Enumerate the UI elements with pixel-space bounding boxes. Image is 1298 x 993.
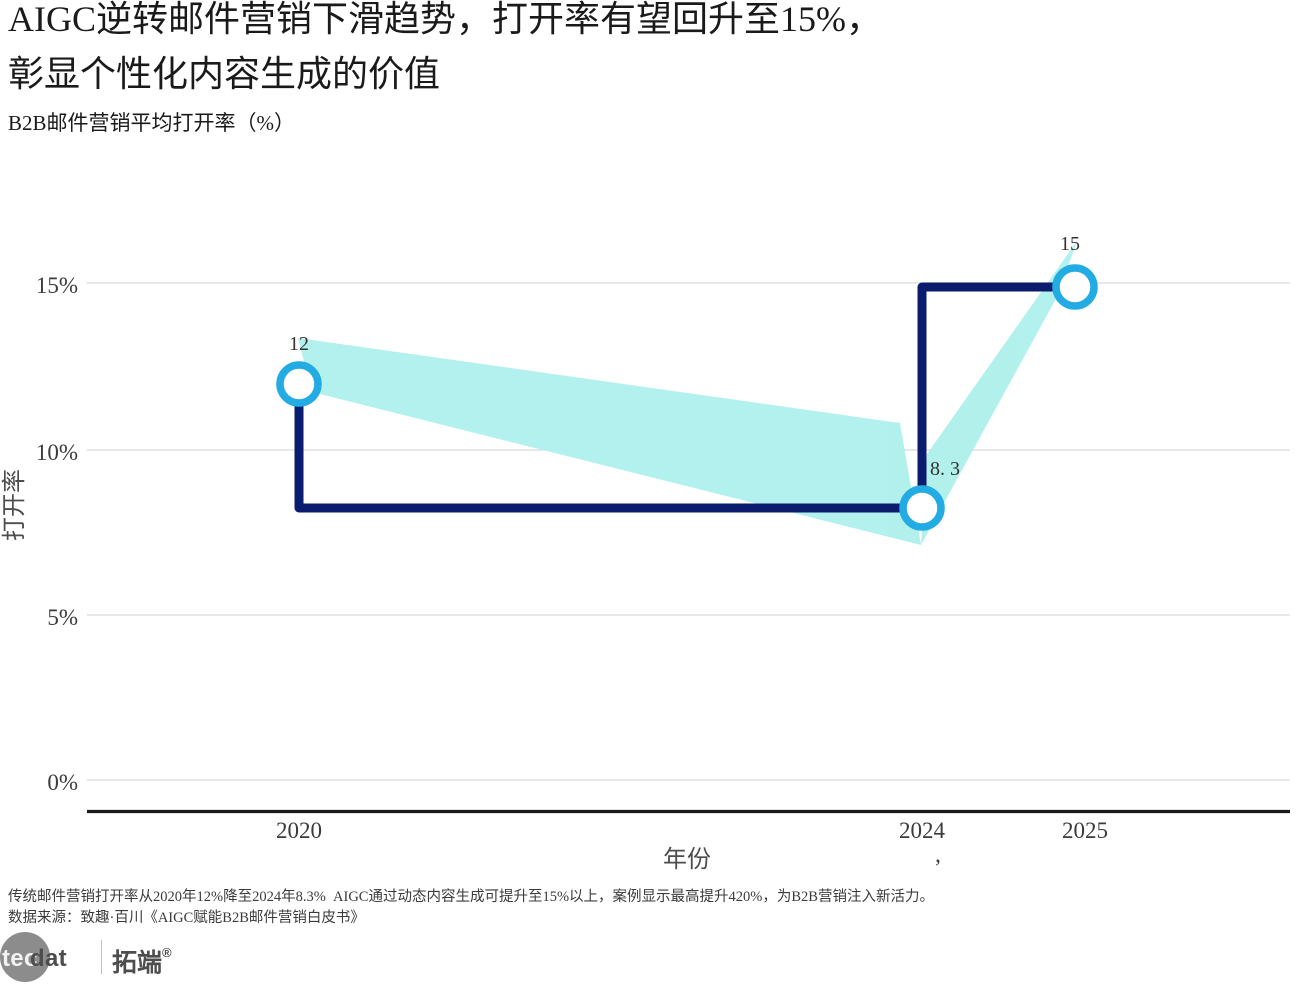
svg-text:,: ,: [935, 842, 941, 867]
svg-text:8. 3: 8. 3: [930, 458, 960, 480]
svg-text:15%: 15%: [36, 273, 78, 298]
svg-text:15: 15: [1060, 233, 1080, 255]
svg-text:10%: 10%: [36, 440, 78, 465]
svg-text:2024: 2024: [899, 818, 946, 843]
svg-text:打开率: 打开率: [1, 469, 28, 541]
svg-text:2025: 2025: [1062, 818, 1108, 843]
svg-text:0%: 0%: [47, 770, 78, 795]
svg-text:5%: 5%: [47, 605, 78, 630]
svg-text:2020: 2020: [276, 818, 322, 843]
svg-text:年份: 年份: [663, 846, 711, 873]
svg-text:12: 12: [289, 333, 309, 355]
